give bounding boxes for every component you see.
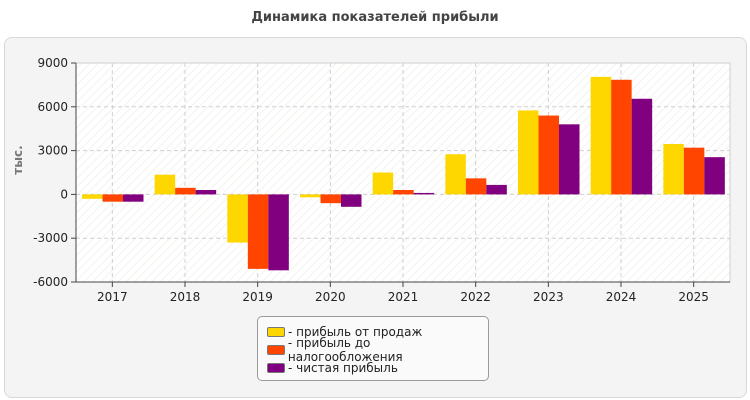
x-tick-label: 2023 <box>533 290 564 304</box>
bar-pretax-profit <box>247 194 269 269</box>
bar-pretax-profit <box>102 194 123 202</box>
bar-net-profit <box>268 194 289 271</box>
legend-item: - прибыль от продаж <box>267 323 488 341</box>
bar-net-profit <box>559 124 580 195</box>
bar-pretax-profit <box>465 178 487 195</box>
legend-item: - прибыль до налогообложения <box>267 336 488 364</box>
x-tick-label: 2018 <box>170 290 201 304</box>
bar-sales-profit <box>227 194 248 243</box>
x-tick-label: 2017 <box>97 290 128 304</box>
bar-pretax-profit <box>611 79 632 195</box>
y-axis-label: тыс. <box>11 145 25 174</box>
bar-net-profit <box>486 184 507 195</box>
legend-swatch <box>267 345 285 355</box>
y-tick-label: 3000 <box>37 144 68 158</box>
bar-sales-profit <box>82 194 103 199</box>
legend-label: - прибыль от продаж <box>288 325 423 339</box>
bar-sales-profit <box>300 194 321 198</box>
bar-pretax-profit <box>320 194 341 204</box>
bar-pretax-profit <box>393 190 414 195</box>
bar-sales-profit <box>518 110 539 195</box>
legend-swatch <box>267 327 285 337</box>
bar-sales-profit <box>663 144 684 195</box>
legend-swatch <box>267 363 285 373</box>
x-tick-label: 2021 <box>388 290 419 304</box>
y-tick-label: 6000 <box>37 100 68 114</box>
chart-title: Динамика показателей прибыли <box>251 10 499 25</box>
bar-pretax-profit <box>538 115 559 195</box>
legend-label: - чистая прибыль <box>288 361 398 375</box>
y-tick-label: 0 <box>60 187 68 201</box>
x-tick-label: 2022 <box>460 290 491 304</box>
chart-legend: - прибыль от продаж - прибыль до налогооб… <box>257 316 489 381</box>
bar-net-profit <box>413 192 435 195</box>
legend-label: - прибыль до налогообложения <box>287 336 403 364</box>
bar-net-profit <box>195 190 217 195</box>
legend-item: - чистая прибыль <box>267 359 488 377</box>
x-tick-label: 2019 <box>242 290 273 304</box>
y-tick-label: -3000 <box>33 231 68 245</box>
x-tick-label: 2025 <box>678 290 709 304</box>
bar-sales-profit <box>372 172 394 195</box>
bar-sales-profit <box>590 76 612 195</box>
bar-sales-profit <box>154 174 176 195</box>
bar-net-profit <box>704 157 725 195</box>
bar-sales-profit <box>445 154 466 195</box>
y-tick-label: -6000 <box>33 275 68 289</box>
bar-pretax-profit <box>683 147 705 195</box>
x-tick-label: 2024 <box>606 290 637 304</box>
bar-pretax-profit <box>175 187 196 195</box>
x-tick-label: 2020 <box>315 290 346 304</box>
bar-net-profit <box>631 98 653 195</box>
y-tick-label: 9000 <box>37 56 68 70</box>
bar-net-profit <box>341 194 362 207</box>
bar-net-profit <box>123 194 144 202</box>
